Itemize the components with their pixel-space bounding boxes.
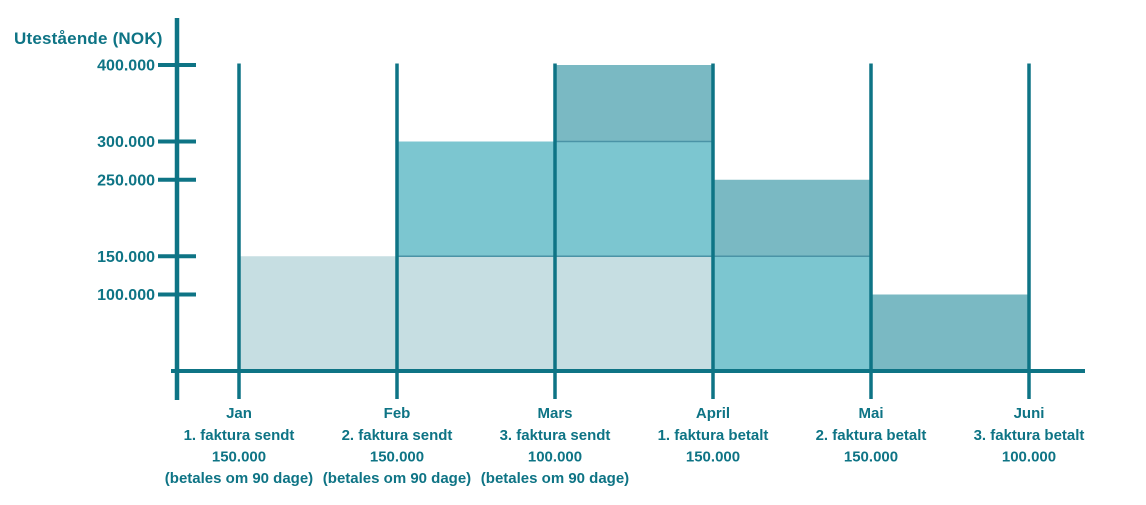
month-annotation-line: 2. faktura betalt (816, 427, 927, 444)
month-annotation-line: 1. faktura betalt (658, 427, 769, 444)
month-label-april: April (696, 405, 730, 422)
month-annotation-line: 3. faktura sendt (500, 427, 611, 444)
month-annotation-line: (betales om 90 dage) (481, 470, 629, 487)
bar-segment-3-faktura (555, 65, 713, 142)
month-annotation-line: 150.000 (370, 449, 424, 466)
month-label-feb: Feb (384, 405, 411, 422)
bar-segment-2-faktura (713, 256, 871, 371)
month-annotation-line: 1. faktura sendt (184, 427, 295, 444)
month-annotation-line: (betales om 90 dage) (323, 470, 471, 487)
bar-segment-3-faktura (871, 294, 1029, 371)
month-label-mai: Mai (858, 405, 883, 422)
y-tick-label: 400.000 (97, 58, 155, 75)
month-annotation-line: 100.000 (528, 449, 582, 466)
month-label-juni: Juni (1014, 405, 1045, 422)
y-axis-title: Utestående (NOK) (14, 29, 163, 48)
month-label-jan: Jan (226, 405, 252, 422)
y-tick-label: 300.000 (97, 134, 155, 151)
y-tick-label: 100.000 (97, 287, 155, 304)
month-annotation-line: 2. faktura sendt (342, 427, 453, 444)
month-annotation-line: 100.000 (1002, 449, 1056, 466)
month-annotation-line: 3. faktura betalt (974, 427, 1085, 444)
month-annotation-line: 150.000 (844, 449, 898, 466)
bar-segment-3-faktura (713, 179, 871, 257)
month-annotation-line: (betales om 90 dage) (165, 470, 313, 487)
month-annotation-line: 150.000 (686, 449, 740, 466)
bar-segment-1-faktura (239, 256, 713, 371)
y-tick-label: 150.000 (97, 249, 155, 266)
month-label-mars: Mars (537, 405, 572, 422)
y-tick-label: 250.000 (97, 172, 155, 189)
month-annotation-line: 150.000 (212, 449, 266, 466)
